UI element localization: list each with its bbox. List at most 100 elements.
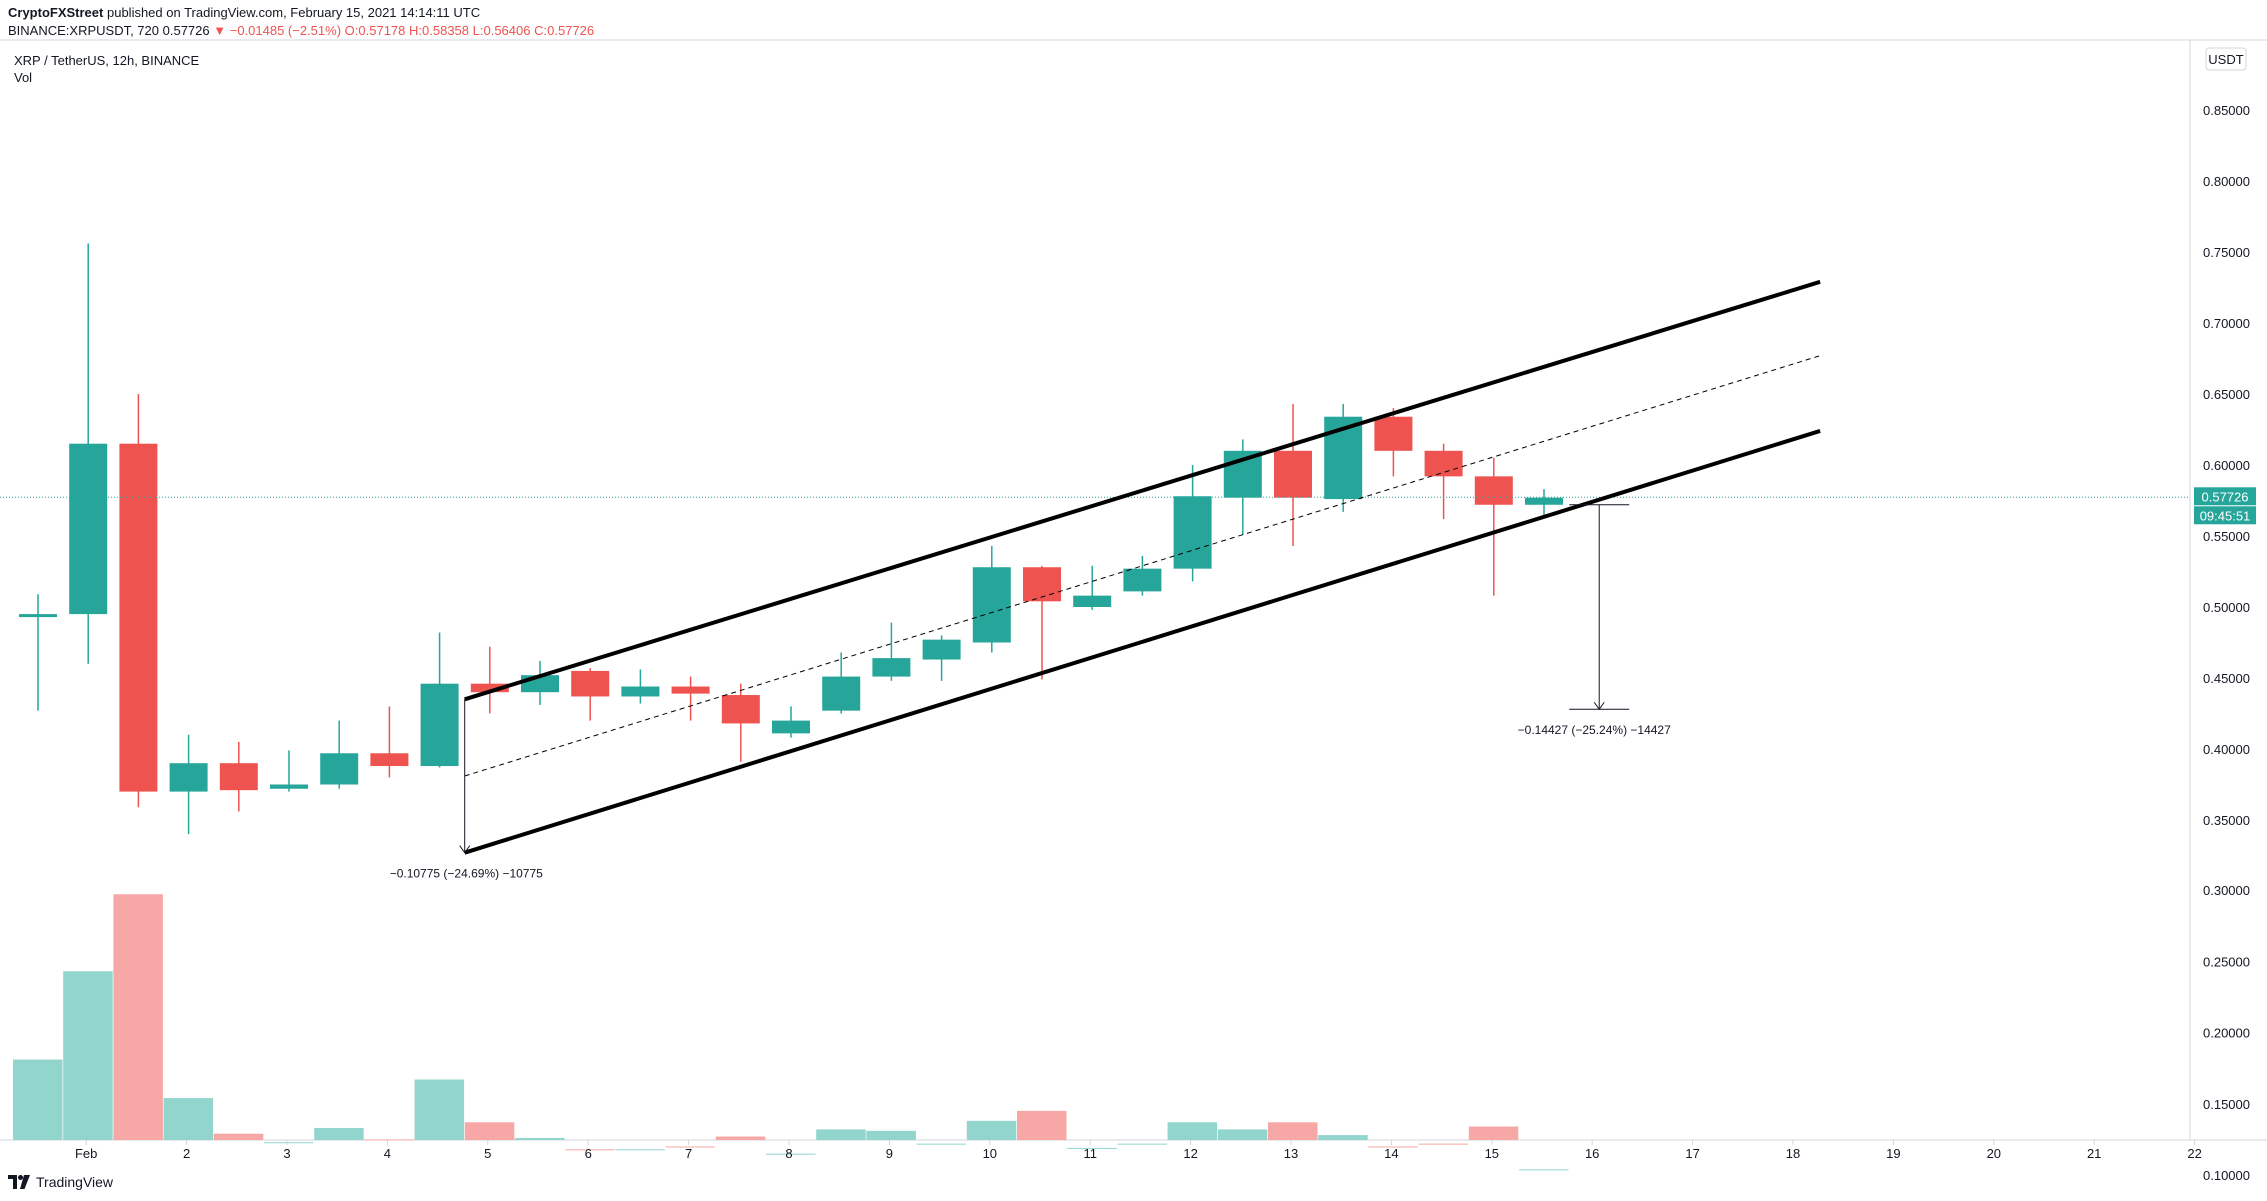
volume-bar	[665, 1146, 716, 1148]
volume-bar	[63, 971, 113, 1140]
volume-bar	[515, 1137, 565, 1140]
candle-body	[621, 686, 660, 697]
price-tick-label: 0.75000	[2203, 245, 2250, 260]
price-tick-label: 0.50000	[2203, 600, 2250, 615]
date-tick-label: 18	[1786, 1146, 1800, 1161]
volume-bar	[1067, 1147, 1117, 1149]
volume-tick-label: 0.20000	[2203, 1026, 2250, 1041]
low-value: L:0.56406	[472, 23, 531, 38]
candle-body	[69, 443, 108, 615]
last-price-label: 0.57726 09:45:51	[2194, 487, 2256, 525]
candle-body	[219, 763, 258, 791]
date-tick-label: 2	[183, 1146, 190, 1161]
volume-bar	[615, 1149, 665, 1151]
candle-body	[270, 784, 308, 789]
channel-lower-line	[464, 429, 1821, 855]
volume-bar	[213, 1133, 264, 1140]
volume-bar	[364, 1139, 414, 1141]
candle-body	[1274, 450, 1312, 498]
date-tick-label: 16	[1585, 1146, 1599, 1161]
volume-legend: Vol	[14, 70, 33, 85]
date-tick-label: 6	[585, 1146, 592, 1161]
volume-bar	[1117, 1143, 1167, 1145]
last-value: 0.57726	[162, 23, 210, 38]
currency-badge-label: USDT	[2208, 52, 2243, 67]
channel-upper-line	[464, 279, 1821, 702]
volume-tick-label: 0.10000	[2203, 1168, 2250, 1183]
candle-body	[420, 683, 459, 767]
volume-bar	[1468, 1126, 1519, 1140]
date-tick-label: 15	[1485, 1146, 1499, 1161]
volume-bar	[715, 1136, 766, 1140]
volume-bar	[1418, 1143, 1469, 1145]
chart-header: CryptoFXStreet published on TradingView.…	[8, 4, 594, 40]
volume-bar	[565, 1149, 615, 1151]
date-tick-label: 17	[1685, 1146, 1699, 1161]
date-tick-label: 14	[1384, 1146, 1398, 1161]
measure-label: −0.14427 (−25.24%) −14427	[1518, 723, 1671, 737]
volume-bars	[13, 894, 1569, 1171]
channel-middle-line	[464, 355, 1821, 777]
volume-bar	[1167, 1122, 1218, 1140]
volume-bar	[1318, 1135, 1368, 1140]
price-axis[interactable]: 0.85000 0.80000 0.75000 0.70000 0.65000 0.600…	[2203, 103, 2250, 1183]
price-tick-label: 0.80000	[2203, 174, 2250, 189]
tradingview-logo-icon	[8, 1175, 30, 1189]
volume-bar	[113, 894, 163, 1140]
candle-body	[872, 658, 911, 677]
price-tick-label: 0.55000	[2203, 529, 2250, 544]
author-name[interactable]: CryptoFXStreet	[8, 5, 104, 20]
footer: TradingView	[8, 1174, 113, 1190]
price-tick-label: 0.60000	[2203, 458, 2250, 473]
date-tick-label: 13	[1284, 1146, 1298, 1161]
date-tick-label: 11	[1083, 1146, 1097, 1161]
date-tick-label: 20	[1987, 1146, 2001, 1161]
candle-body	[169, 763, 208, 792]
volume-tick-label: 0.15000	[2203, 1097, 2250, 1112]
measure-arrow	[459, 845, 471, 854]
chart-title: XRP / TetherUS, 12h, BINANCE	[14, 53, 200, 68]
volume-bar	[816, 1129, 866, 1140]
currency-badge[interactable]	[2205, 47, 2247, 71]
candle-body	[1424, 450, 1463, 477]
candle-body	[19, 614, 57, 618]
candle-body	[320, 753, 359, 785]
volume-bar	[414, 1079, 465, 1140]
date-tick-label: 7	[685, 1146, 692, 1161]
price-tick-label: 0.70000	[2203, 316, 2250, 331]
candle-body	[1474, 476, 1513, 505]
measure-label: −0.10775 (−24.69%) −10775	[390, 867, 543, 881]
price-tick-label: 0.40000	[2203, 742, 2250, 757]
volume-bar	[1368, 1146, 1418, 1148]
candle-body	[370, 753, 409, 767]
footer-brand[interactable]: TradingView	[36, 1174, 114, 1190]
candle-body	[470, 683, 509, 693]
price-measurements[interactable]: −0.10775 (−24.69%) −10775 −0.14427 (−25.2…	[390, 504, 1671, 881]
volume-bar	[464, 1122, 515, 1140]
candle-body	[1525, 497, 1563, 505]
candle-body	[822, 676, 861, 711]
date-tick-label: 4	[384, 1146, 391, 1161]
volume-tick-label: 0.25000	[2203, 954, 2250, 969]
date-tick-label: 3	[283, 1146, 290, 1161]
candle-body	[1374, 416, 1413, 451]
volume-bar	[866, 1130, 916, 1140]
candle-body	[671, 686, 710, 694]
open-value: O:0.57178	[344, 23, 406, 38]
candle-body	[721, 695, 760, 724]
date-tick-label: 8	[785, 1146, 792, 1161]
countdown-text: 09:45:51	[2200, 508, 2251, 523]
candle-body	[772, 720, 810, 734]
parallel-channel[interactable]	[464, 279, 1821, 855]
date-tick-label: 19	[1886, 1146, 1900, 1161]
date-tick-label: 12	[1183, 1146, 1197, 1161]
price-tick-label: 0.85000	[2203, 103, 2250, 118]
price-tick-label: 0.35000	[2203, 813, 2250, 828]
candle-body	[1123, 568, 1162, 592]
volume-bar	[966, 1120, 1017, 1140]
time-axis[interactable]: Feb 2 3 4 5 6 7 8 9 10 11 12 13 14 15 16 17 18 19 20 21 22	[75, 1140, 2202, 1161]
volume-bar	[1217, 1129, 1268, 1140]
volume-bar	[1268, 1122, 1318, 1140]
volume-bar	[264, 1142, 314, 1144]
